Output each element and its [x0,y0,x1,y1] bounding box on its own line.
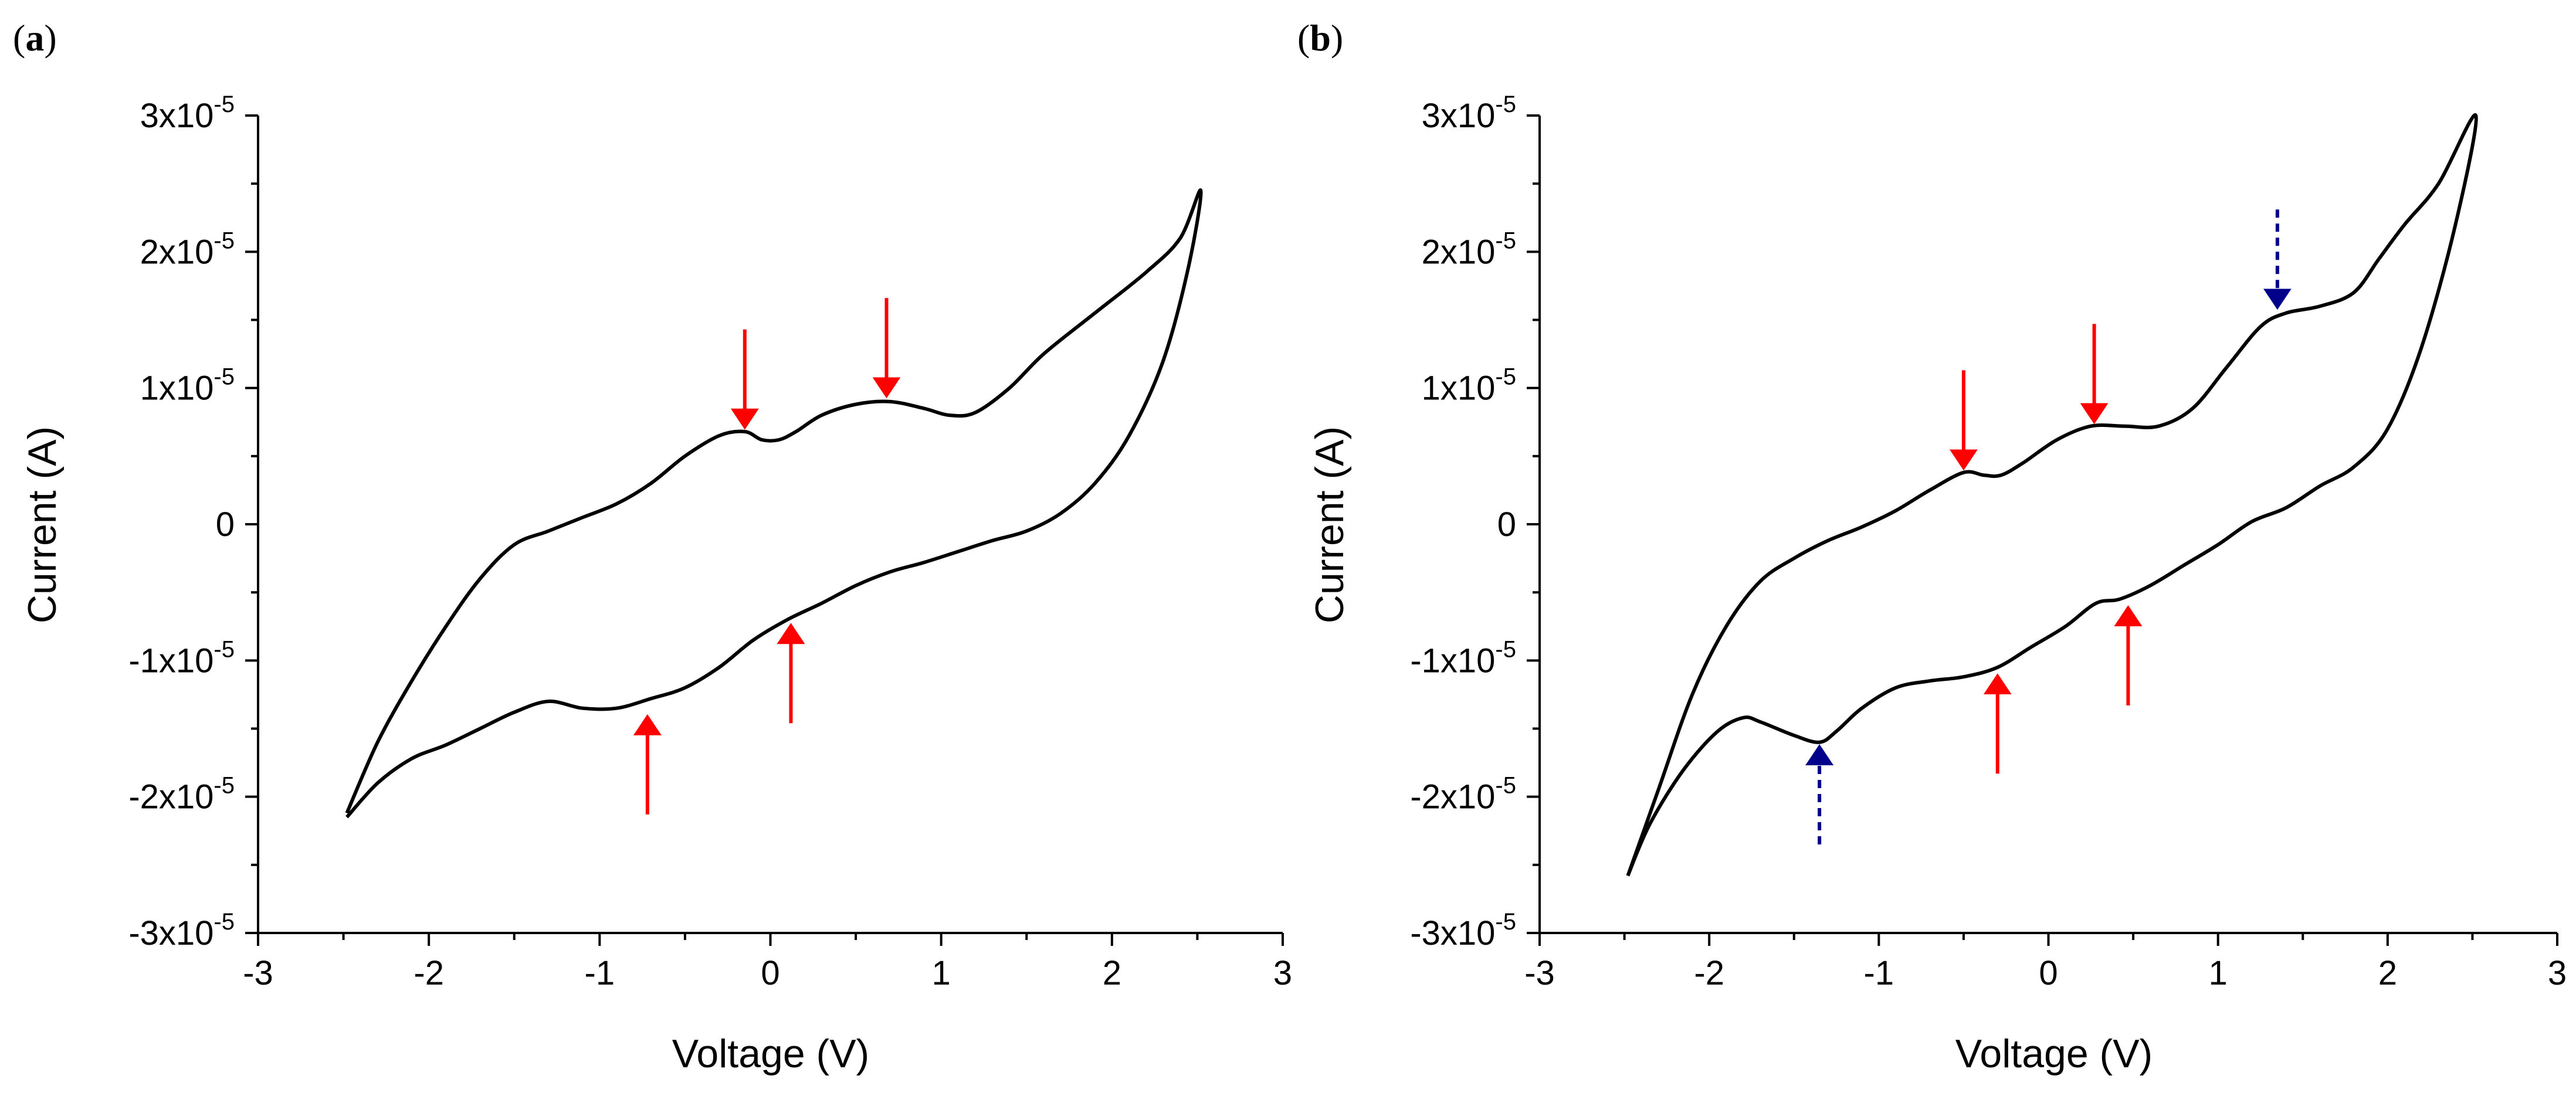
y-tick-label-base: -1x10 [1410,642,1495,680]
y-tick-label-base: 3x10 [1422,97,1496,135]
y-tick-label-exponent: -5 [1495,636,1516,662]
y-tick-label-base: -3x10 [1410,914,1495,952]
y-tick-label: 3x10-5 [140,91,235,135]
y-tick-label-base: -2x10 [128,778,213,816]
y-tick-label: 1x10-5 [1422,364,1516,408]
y-axis-title: Current (A) [1307,426,1352,623]
x-tick-label: 1 [2209,954,2228,992]
y-tick-label: 1x10-5 [140,364,235,408]
x-axis-title: Voltage (V) [1955,1031,2153,1076]
x-tick-label: -1 [585,954,615,992]
y-tick-label: -1x10-5 [128,636,235,680]
x-tick-label: -3 [243,954,273,992]
y-tick-label-exponent: -5 [1495,364,1516,390]
y-tick-label: -2x10-5 [1410,773,1516,816]
x-tick-label: 0 [761,954,779,992]
y-tick-label-exponent: -5 [1495,91,1516,117]
y-tick-label: -2x10-5 [128,773,235,816]
x-axis-title: Voltage (V) [672,1031,869,1076]
y-tick-label-base: -2x10 [1410,778,1495,816]
y-tick-label-exponent: -5 [213,91,235,117]
x-tick-label: -3 [1524,954,1555,992]
panel-label: (b) [1297,17,1343,59]
y-tick-label: 3x10-5 [1422,91,1516,135]
x-tick-label: 2 [2378,954,2397,992]
x-tick-label: -2 [413,954,444,992]
y-tick-label-base: 2x10 [1422,233,1496,271]
y-tick-label-base: 3x10 [140,97,214,135]
cv-curve [345,188,1203,819]
y-tick-label-base: -3x10 [128,914,213,952]
y-tick-label-base: 1x10 [1422,369,1496,408]
x-tick-label: -2 [1694,954,1724,992]
x-tick-label: -1 [1864,954,1894,992]
y-tick-label-base: 0 [216,505,235,544]
y-tick-label-exponent: -5 [213,364,235,390]
y-tick-label-base: 0 [1497,505,1516,544]
panel-label-letter: a [25,17,44,59]
y-tick-label-exponent: -5 [213,636,235,662]
x-tick-label: 2 [1103,954,1121,992]
y-tick-label-exponent: -5 [213,228,235,253]
y-tick-label: -1x10-5 [1410,636,1516,680]
y-tick-label-exponent: -5 [1495,228,1516,253]
y-tick-label-base: 1x10 [140,369,214,408]
cv-curve [1626,113,2478,877]
y-tick-label: 0 [1497,505,1516,544]
chart-panel-a: (a) -3 -2 -1 0 1 2 33x10-52x10-51x10-50-1x10-5… [13,17,1292,1076]
y-tick-label-base: -1x10 [128,642,213,680]
y-tick-label-exponent: -5 [213,773,235,799]
y-tick-label: -3x10-5 [1410,909,1516,952]
y-tick-label-exponent: -5 [1495,909,1516,935]
y-tick-label: -3x10-5 [128,909,235,952]
y-tick-label-exponent: -5 [213,909,235,935]
y-tick-label: 2x10-5 [140,228,235,271]
y-tick-label-base: 2x10 [140,233,214,271]
x-tick-label: 1 [932,954,951,992]
x-tick-label: 3 [2548,954,2567,992]
y-axis-title: Current (A) [20,426,65,623]
x-tick-label: 3 [1273,954,1292,992]
y-tick-label: 2x10-5 [1422,228,1516,271]
y-tick-label: 0 [216,505,235,544]
chart-panel-b: (b) -3 -2 -1 0 1 2 33x10-52x10-51x10-50-1x10-5… [1297,17,2567,1076]
panel-label: (a) [13,17,57,59]
x-tick-label: 0 [2039,954,2058,992]
panel-label-letter: b [1310,17,1331,59]
y-tick-label-exponent: -5 [1495,773,1516,799]
